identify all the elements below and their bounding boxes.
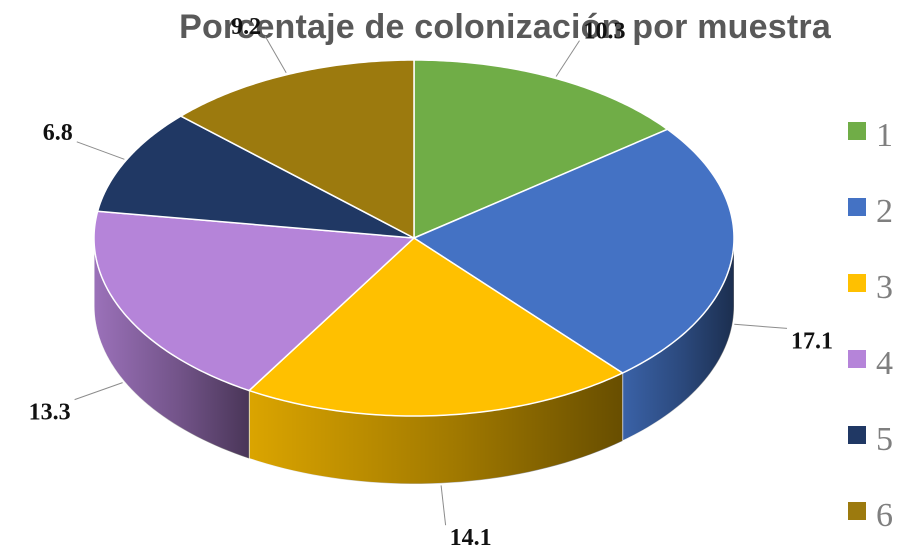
pie-slice-5 bbox=[96, 115, 415, 239]
leader-line-2 bbox=[734, 323, 788, 329]
chart-title: Porcentaje de colonización por muestra bbox=[179, 8, 831, 46]
leader-line-1 bbox=[555, 40, 580, 77]
pie-side-4-shade bbox=[94, 238, 250, 459]
pie-slice-2 bbox=[413, 128, 735, 374]
legend-swatch-1 bbox=[848, 122, 866, 140]
legend-item-6: 6 bbox=[848, 497, 893, 534]
legend-item-3: 3 bbox=[848, 269, 893, 306]
leader-line-6 bbox=[264, 35, 287, 74]
legend-label-2: 2 bbox=[876, 193, 893, 230]
legend-label-6: 6 bbox=[876, 497, 893, 534]
legend-swatch-6 bbox=[848, 502, 866, 520]
leader-line-4 bbox=[74, 382, 123, 401]
legend-label-3: 3 bbox=[876, 269, 893, 306]
pie-side-2-shade bbox=[622, 238, 734, 441]
legend-label-5: 5 bbox=[876, 421, 893, 458]
legend-swatch-2 bbox=[848, 198, 866, 216]
data-label-6: 9.2 bbox=[231, 14, 261, 40]
pie-slice-6 bbox=[180, 59, 415, 239]
pie-side-3-shade bbox=[249, 372, 623, 484]
pie-slice-3 bbox=[248, 237, 624, 417]
legend-label-1: 1 bbox=[876, 117, 893, 154]
data-label-3: 14.1 bbox=[450, 525, 492, 551]
legend-swatch-3 bbox=[848, 274, 866, 292]
pie-slice-4 bbox=[93, 210, 415, 392]
legend-swatch-4 bbox=[848, 350, 866, 368]
pie-slice-1 bbox=[413, 59, 669, 239]
data-label-4: 13.3 bbox=[29, 400, 71, 426]
data-label-1: 10.3 bbox=[584, 19, 626, 45]
legend-item-4: 4 bbox=[848, 345, 893, 382]
legend-label-4: 4 bbox=[876, 345, 893, 382]
legend-item-5: 5 bbox=[848, 421, 893, 458]
leader-line-3 bbox=[440, 485, 447, 526]
legend-item-2: 2 bbox=[848, 193, 893, 230]
legend-swatch-5 bbox=[848, 426, 866, 444]
data-label-5: 6.8 bbox=[43, 120, 73, 146]
legend-item-1: 1 bbox=[848, 117, 893, 154]
data-label-2: 17.1 bbox=[791, 328, 833, 354]
leader-line-5 bbox=[76, 141, 125, 160]
